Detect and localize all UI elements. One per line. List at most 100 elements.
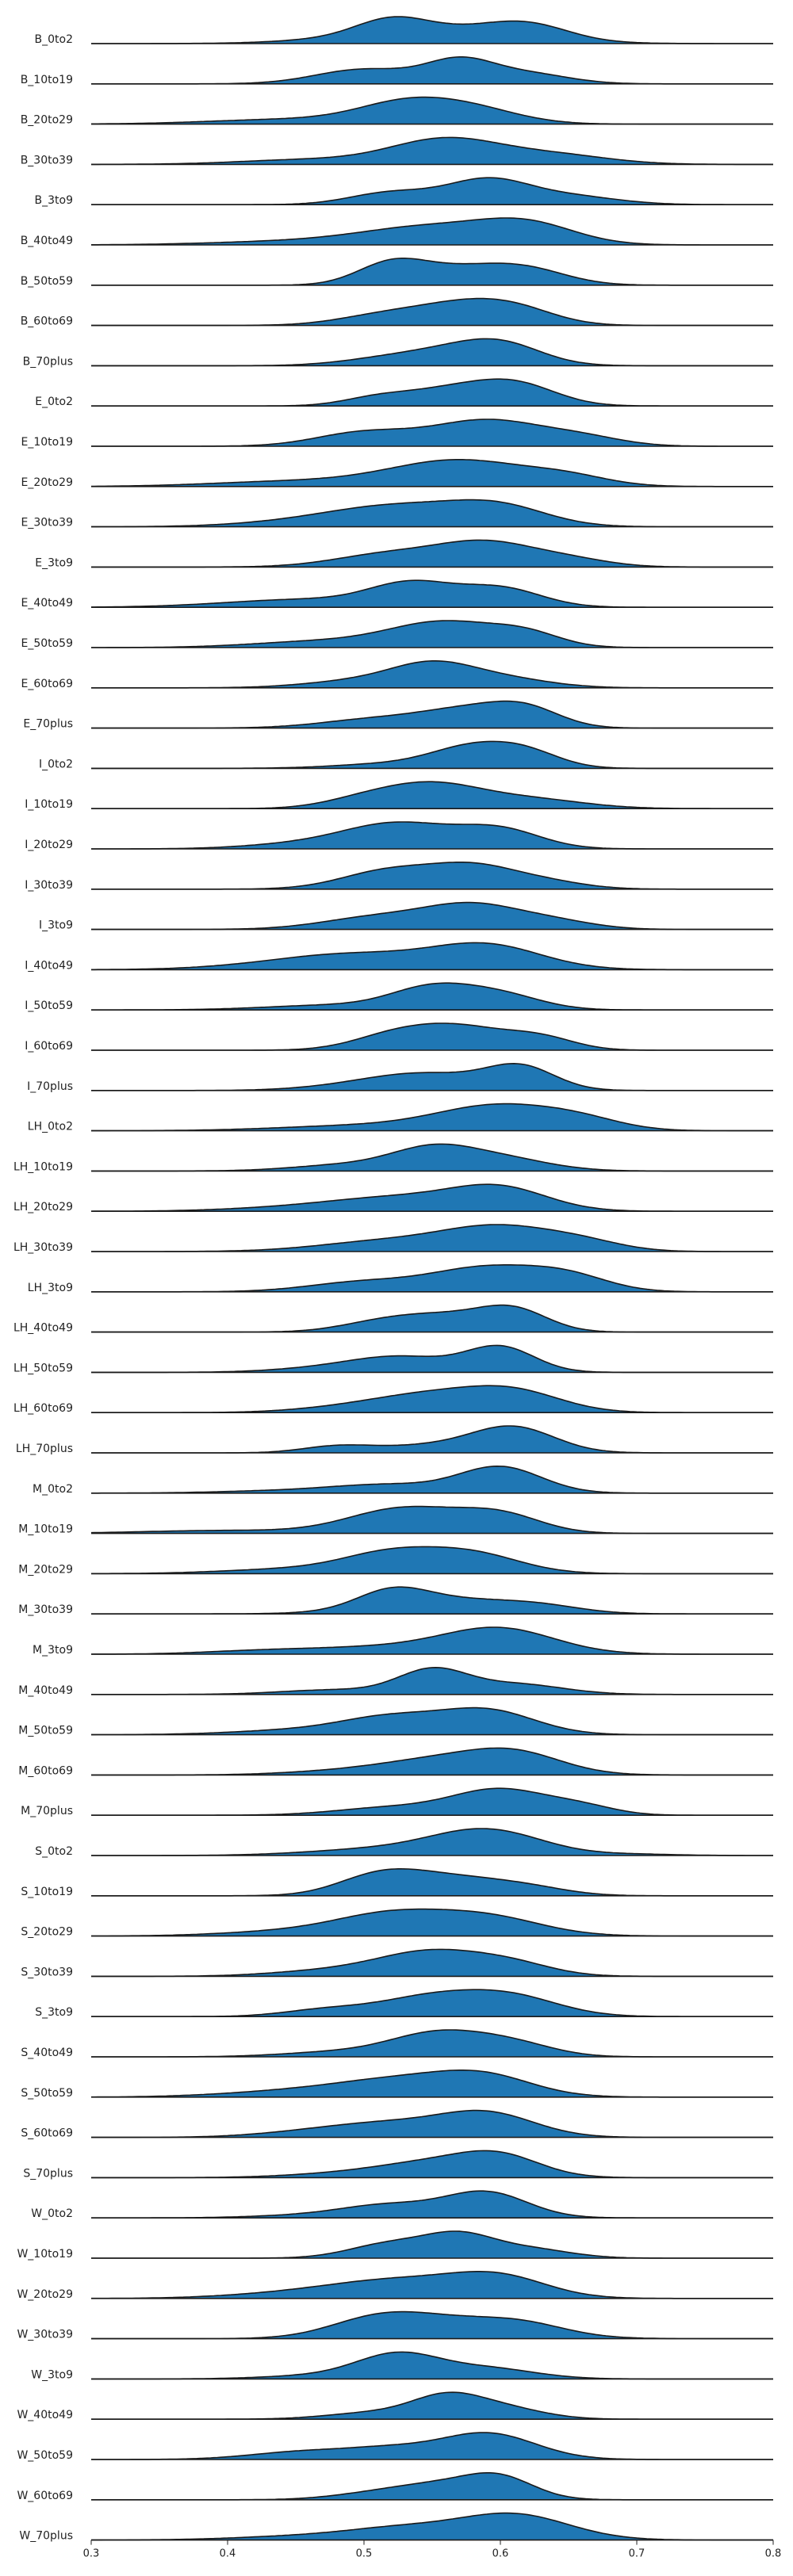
ridge-LH_3to9: LH_3to9 (28, 1264, 773, 1294)
ridge-area-S_40to49 (91, 2030, 773, 2057)
ridge-area-LH_60to69 (91, 1385, 773, 1413)
ridge-label-LH_10to19: LH_10to19 (13, 1160, 73, 1173)
ridge-area-W_20to29 (91, 2271, 773, 2299)
ridge-LH_0to2: LH_0to2 (28, 1103, 773, 1133)
ridge-area-B_3to9 (91, 178, 773, 205)
ridge-label-I_30to39: I_30to39 (25, 879, 73, 892)
ridge-W_50to59: W_50to59 (17, 2432, 773, 2462)
ridge-area-E_20to29 (91, 459, 773, 487)
ridge-label-I_50to59: I_50to59 (25, 999, 73, 1012)
ridge-area-B_60to69 (91, 298, 773, 326)
ridge-area-E_40to49 (91, 580, 773, 608)
ridge-area-E_0to2 (91, 379, 773, 407)
ridge-label-B_30to39: B_30to39 (21, 154, 73, 166)
ridge-label-LH_50to59: LH_50to59 (13, 1362, 73, 1374)
ridge-label-E_40to49: E_40to49 (21, 597, 73, 610)
ridge-W_0to2: W_0to2 (31, 2190, 773, 2220)
ridge-B_40to49: B_40to49 (21, 217, 773, 247)
x-tick-label: 0.5 (356, 2548, 373, 2560)
ridge-label-E_3to9: E_3to9 (35, 556, 73, 569)
ridge-W_3to9: W_3to9 (31, 2351, 773, 2381)
ridge-label-I_60to69: I_60to69 (25, 1040, 73, 1053)
ridge-I_20to29: I_20to29 (25, 821, 773, 851)
ridge-label-S_0to2: S_0to2 (35, 1845, 73, 1858)
ridge-label-LH_20to29: LH_20to29 (13, 1201, 73, 1213)
ridge-area-I_10to19 (91, 782, 773, 809)
ridge-B_3to9: B_3to9 (35, 177, 773, 207)
ridge-label-W_40to49: W_40to49 (17, 2409, 73, 2421)
ridge-area-W_40to49 (91, 2392, 773, 2420)
ridge-S_0to2: S_0to2 (35, 1828, 773, 1858)
ridge-E_70plus: E_70plus (23, 700, 773, 731)
ridge-area-M_20to29 (91, 1546, 773, 1574)
ridge-LH_50to59: LH_50to59 (13, 1344, 773, 1374)
ridge-I_3to9: I_3to9 (39, 901, 773, 932)
ridge-label-W_60to69: W_60to69 (17, 2490, 73, 2502)
ridge-I_60to69: I_60to69 (25, 1022, 773, 1053)
ridge-area-LH_50to59 (91, 1345, 773, 1373)
ridge-label-B_50to59: B_50to59 (21, 275, 73, 288)
ridge-M_10to19: M_10to19 (18, 1505, 773, 1536)
ridge-label-I_0to2: I_0to2 (39, 758, 73, 770)
ridge-label-S_50to59: S_50to59 (21, 2087, 73, 2100)
ridge-area-I_50to59 (91, 983, 773, 1011)
ridge-label-S_60to69: S_60to69 (21, 2127, 73, 2140)
ridge-label-S_30to39: S_30to39 (21, 1966, 73, 1978)
ridge-area-I_20to29 (91, 822, 773, 849)
ridge-E_50to59: E_50to59 (21, 620, 773, 650)
ridge-W_40to49: W_40to49 (17, 2391, 773, 2421)
ridge-area-M_0to2 (91, 1466, 773, 1493)
x-tick-label: 0.7 (629, 2548, 646, 2560)
ridge-M_40to49: M_40to49 (18, 1666, 773, 1697)
x-tick-label: 0.3 (83, 2548, 100, 2560)
ridge-E_10to19: E_10to19 (21, 419, 773, 449)
ridge-label-E_0to2: E_0to2 (35, 396, 73, 408)
ridge-area-E_50to59 (91, 621, 773, 648)
ridge-area-LH_10to19 (91, 1144, 773, 1171)
ridge-label-M_60to69: M_60to69 (18, 1764, 73, 1777)
ridge-area-S_3to9 (91, 1989, 773, 2017)
ridge-outline-E_20to29 (91, 459, 773, 487)
ridge-area-W_0to2 (91, 2191, 773, 2219)
ridge-W_60to69: W_60to69 (17, 2472, 773, 2502)
ridge-S_50to59: S_50to59 (21, 2070, 773, 2100)
ridge-LH_10to19: LH_10to19 (13, 1143, 773, 1173)
ridge-S_40to49: S_40to49 (21, 2029, 773, 2059)
ridge-label-W_10to19: W_10to19 (17, 2248, 73, 2261)
ridge-I_30to39: I_30to39 (25, 862, 773, 892)
ridge-LH_60to69: LH_60to69 (13, 1385, 773, 1415)
ridge-B_0to2: B_0to2 (35, 16, 773, 46)
ridge-label-B_70plus: B_70plus (23, 355, 73, 368)
ridge-label-B_60to69: B_60to69 (21, 315, 73, 328)
ridge-outline-W_70plus (91, 2512, 773, 2541)
ridge-label-W_3to9: W_3to9 (31, 2368, 73, 2381)
ridge-label-I_3to9: I_3to9 (39, 919, 73, 932)
ridge-label-W_50to59: W_50to59 (17, 2449, 73, 2462)
ridge-area-W_30to39 (91, 2311, 773, 2339)
ridge-area-B_40to49 (91, 218, 773, 245)
ridge-M_0to2: M_0to2 (33, 1465, 773, 1496)
ridge-M_50to59: M_50to59 (18, 1707, 773, 1737)
ridge-label-M_50to59: M_50to59 (18, 1725, 73, 1737)
ridge-label-S_3to9: S_3to9 (35, 2006, 73, 2019)
ridge-label-LH_70plus: LH_70plus (16, 1443, 73, 1455)
ridge-M_70plus: M_70plus (21, 1787, 773, 1817)
ridge-E_3to9: E_3to9 (35, 539, 773, 569)
ridge-M_20to29: M_20to29 (18, 1546, 773, 1576)
ridge-area-M_60to69 (91, 1748, 773, 1775)
x-axis: 0.3 0.4 0.5 0.6 0.7 0.8 (83, 2540, 781, 2560)
ridge-B_70plus: B_70plus (23, 338, 773, 368)
ridge-area-S_50to59 (91, 2070, 773, 2097)
ridge-area-LH_0to2 (91, 1103, 773, 1131)
ridge-area-M_30to39 (91, 1587, 773, 1615)
ridge-I_70plus: I_70plus (27, 1062, 773, 1093)
ridge-label-M_20to29: M_20to29 (18, 1563, 73, 1576)
ridge-area-W_50to59 (91, 2433, 773, 2459)
ridge-I_0to2: I_0to2 (39, 740, 773, 770)
ridge-E_40to49: E_40to49 (21, 579, 773, 610)
ridge-label-W_30to39: W_30to39 (17, 2329, 73, 2341)
ridge-area-S_70plus (91, 2150, 773, 2178)
ridge-area-E_3to9 (91, 540, 773, 568)
ridge-I_40to49: I_40to49 (25, 942, 773, 972)
ridge-S_30to39: S_30to39 (21, 1948, 773, 1978)
